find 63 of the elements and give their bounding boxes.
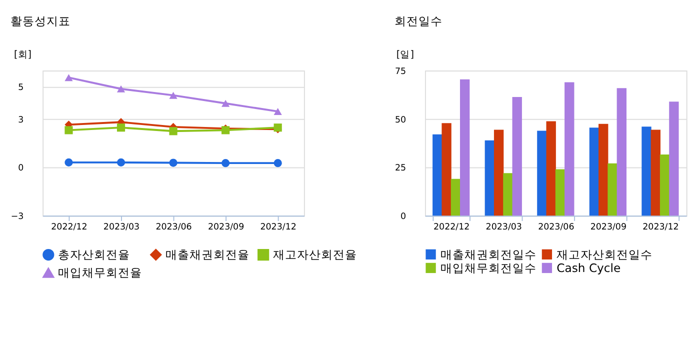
bar	[450, 178, 461, 216]
bar	[608, 163, 618, 216]
bar	[589, 128, 600, 216]
legend-label: 매입채무회전율	[58, 266, 142, 280]
x-tick-label: 2023/12	[642, 222, 679, 233]
bar	[546, 121, 556, 216]
bar	[660, 154, 670, 216]
bar	[537, 130, 547, 216]
x-tick-label: 2023/09	[590, 222, 626, 233]
legend-label: 매입채무회전일수	[440, 260, 536, 275]
bar	[616, 88, 626, 216]
bar	[669, 102, 679, 216]
bar	[442, 123, 452, 216]
point	[169, 158, 178, 167]
y-tick-label: 5	[18, 83, 24, 93]
y-tick-label: 50	[395, 115, 406, 126]
point	[274, 159, 282, 168]
point	[274, 108, 282, 115]
point	[222, 100, 230, 107]
bar	[642, 126, 652, 216]
point	[64, 126, 73, 134]
bar	[512, 97, 522, 216]
bar	[494, 130, 504, 216]
x-tick-label: 2023/06	[538, 222, 574, 233]
x-tick-label: 2022/12	[434, 222, 470, 233]
point	[116, 85, 126, 92]
point	[169, 127, 178, 136]
y-tick-label: 0	[18, 164, 24, 174]
bar	[432, 134, 442, 216]
point	[116, 158, 126, 166]
point	[64, 74, 73, 82]
bar	[598, 124, 608, 216]
bar	[503, 173, 513, 216]
y-axis-title: [일]	[396, 49, 414, 60]
y-tick-label: 25	[395, 164, 406, 174]
chart-title: 활동성지표	[10, 14, 70, 28]
point	[169, 92, 178, 99]
point	[116, 124, 126, 132]
x-tick-label: 2023/03	[103, 222, 140, 233]
legend-label: 총자산회전율	[58, 248, 130, 262]
legend-label: 매출채권회전율	[166, 248, 250, 262]
bar	[484, 140, 495, 216]
bar	[460, 79, 470, 216]
legend-label: Cash Cycle	[556, 260, 621, 275]
y-axis-title: [회]	[14, 49, 32, 60]
x-tick-label: 2023/06	[156, 222, 192, 233]
x-tick-label: 2023/03	[486, 222, 522, 233]
y-tick-label: 3	[18, 115, 24, 126]
y-tick-label: 75	[395, 66, 406, 77]
legend-label: 재고자산회전율	[272, 248, 357, 262]
x-tick-label: 2022/12	[51, 222, 88, 233]
legend-label: 매출채권회전일수	[440, 247, 536, 262]
x-tick-label: 2023/12	[260, 222, 296, 233]
bar	[555, 169, 566, 216]
chart-title: 회전일수	[394, 14, 443, 28]
point	[222, 159, 230, 168]
bar	[564, 82, 574, 216]
y-tick-label: 0	[400, 212, 406, 222]
legend-label: 재고자산회전일수	[556, 247, 653, 262]
point	[64, 158, 73, 166]
bar	[650, 130, 660, 216]
y-tick-label: −3	[10, 212, 24, 222]
x-tick-label: 2023/09	[208, 222, 244, 233]
